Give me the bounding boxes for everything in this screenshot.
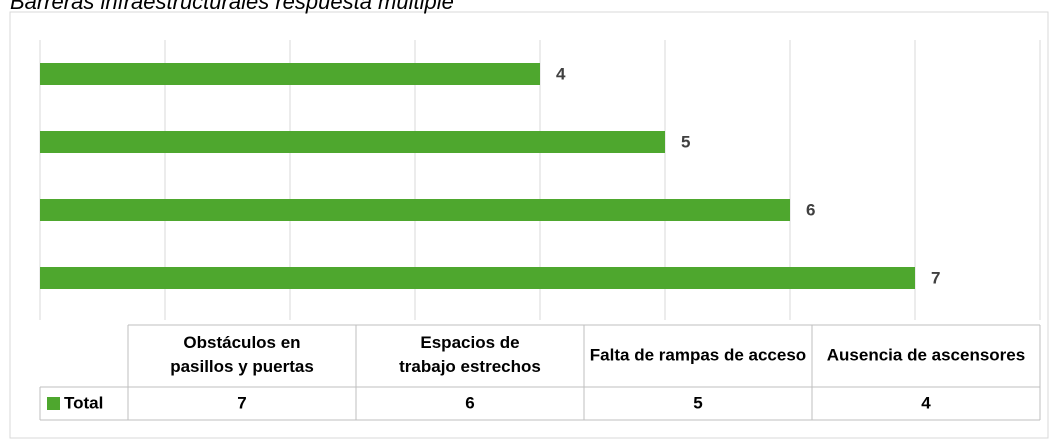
category-label: Ausencia de ascensores xyxy=(827,345,1025,364)
category-label: Obstáculos en pasillos y puertas xyxy=(170,333,314,376)
category-label: Falta de rampas de acceso xyxy=(590,345,806,364)
chart-border xyxy=(9,11,1049,439)
chart-title: Barreras infraestructurales respuesta mú… xyxy=(10,0,454,14)
data-label: 5 xyxy=(681,132,690,151)
data-label: 4 xyxy=(556,64,566,83)
table-value: 6 xyxy=(465,393,474,412)
bar xyxy=(40,267,915,289)
category-label: Espacios de trabajo estrechos xyxy=(399,333,541,376)
table-value: 5 xyxy=(693,393,702,412)
data-label: 6 xyxy=(806,200,815,219)
table-value: 4 xyxy=(921,393,931,412)
legend-swatch xyxy=(47,397,60,410)
data-label: 7 xyxy=(931,268,940,287)
bar xyxy=(40,199,790,221)
legend-label: Total xyxy=(64,393,103,412)
table-value: 7 xyxy=(237,393,246,412)
bar xyxy=(40,63,540,85)
bar xyxy=(40,131,665,153)
